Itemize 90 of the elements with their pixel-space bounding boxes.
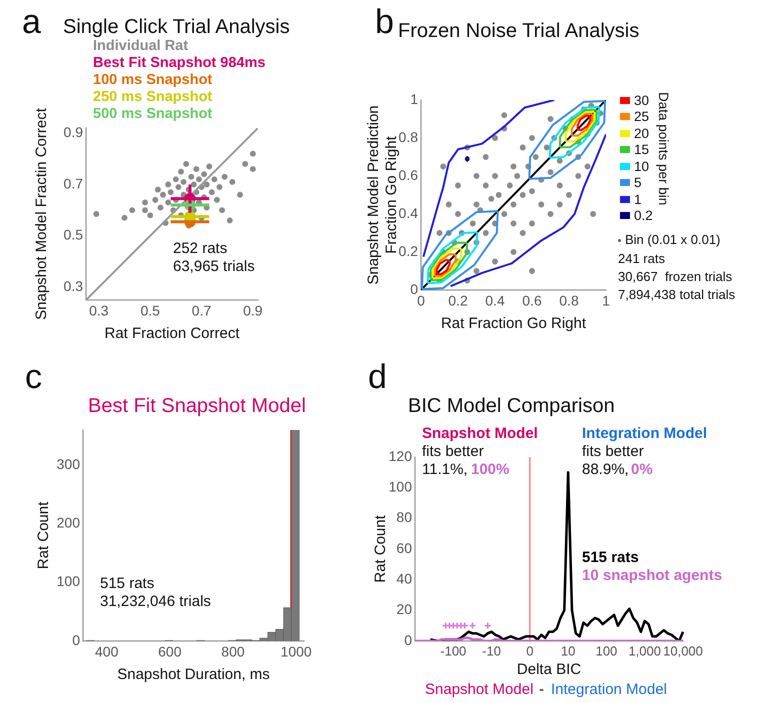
text: d: [368, 357, 387, 398]
legend-title: Data points per bin: [656, 92, 671, 206]
x-tick-label: 600: [158, 643, 182, 660]
y-tick-label: 120: [388, 448, 412, 464]
chart-title: Best Fit Snapshot Model: [88, 395, 306, 418]
text: 250 ms Snapshot: [93, 89, 214, 106]
text: a: [22, 2, 41, 43]
x-tick-label: 0.2: [448, 292, 468, 308]
y-tick-label: 1: [410, 90, 418, 107]
y-tick-label: 0: [404, 632, 412, 648]
x-tick-label: 0.6: [522, 292, 542, 308]
annotation: 11.1%,: [422, 461, 468, 479]
annotation: 0%: [631, 461, 653, 479]
x-tick-label: 0.9: [243, 302, 263, 318]
x-tick-label: 0.3: [89, 302, 109, 318]
legend-label: 10: [633, 158, 650, 174]
x-tick-label: 0.4: [485, 292, 505, 308]
text: Integration Model: [551, 681, 667, 699]
y-tick-label: 200: [56, 514, 80, 531]
y-tick-label: 0: [410, 280, 418, 297]
y-tick-label: 0.2: [398, 242, 418, 259]
text: 241 rats: [618, 251, 665, 267]
text: b: [375, 2, 394, 43]
y-axis-title: Snapshot Model Prediction Fraction Go Right: [365, 105, 400, 285]
text: Snapshot Model: [425, 681, 534, 699]
y-axis-title: Snapshot Model Fractin Correct: [33, 107, 50, 320]
text: 30,667 frozen trials: [618, 269, 732, 285]
y-tick-label: 0.6: [398, 166, 418, 183]
annotation: 88.9%,: [582, 461, 629, 479]
x-tick-label: 800: [221, 643, 245, 660]
x-axis-title: Rat Fraction Correct: [104, 325, 240, 342]
text: 10 snapshot agents: [582, 567, 722, 584]
y-tick-label: 60: [396, 540, 412, 556]
y-tick-label: 0.8: [398, 128, 418, 145]
x-tick-label: 0.7: [192, 302, 212, 318]
legend-label: 1: [633, 191, 643, 208]
x-tick-label: 10: [560, 643, 576, 658]
y-tick-label: 0.9: [64, 124, 84, 140]
legend-label: 25: [633, 108, 650, 125]
y-tick-label: 0: [72, 632, 80, 648]
y-axis-title: Rat Count: [35, 500, 52, 570]
y-tick-label: 20: [396, 601, 412, 618]
x-tick-label: 1000: [280, 643, 312, 660]
y-tick-label: 40: [396, 570, 412, 587]
x-tick-label: -10: [482, 643, 501, 658]
y-axis-title: Rat Count: [372, 514, 390, 583]
y-tick-label: 0.7: [64, 175, 84, 192]
chart-title: Frozen Noise Trial Analysis: [398, 20, 640, 43]
x-tick-label: 1,000: [628, 643, 661, 658]
legend-label: 20: [633, 125, 650, 142]
y-tick-label: 100: [56, 573, 80, 590]
x-tick-label: 0.8: [559, 292, 579, 308]
legend-label: 0.2: [633, 208, 653, 224]
legend-label: 30: [633, 92, 650, 108]
x-tick-label: 0: [526, 643, 534, 658]
x-tick-label: 0.5: [140, 302, 160, 318]
y-tick-label: 0.4: [398, 204, 418, 221]
text: Snapshot Model: [422, 425, 538, 443]
x-tick-label: 100: [596, 643, 618, 658]
text: 7,894,438 total trials: [618, 287, 736, 303]
x-tick-label: 400: [95, 643, 119, 660]
text: Bin (0.01 x 0.01): [625, 232, 720, 248]
text: -: [539, 681, 544, 699]
x-axis-title: Rat Fraction Go Right: [440, 315, 587, 332]
annotation: 515 rats 31,232,046 trials: [100, 575, 211, 611]
annotation: fits better: [582, 443, 644, 461]
x-tick-label: 10,000: [663, 643, 703, 658]
text: Integration Model: [582, 425, 707, 443]
y-tick-label: 80: [396, 509, 412, 526]
text: 100 ms Snapshot: [93, 72, 214, 89]
y-tick-label: 300: [56, 456, 80, 472]
annotation: 252 rats 63,965 trials: [173, 240, 255, 276]
chart-title: BIC Model Comparison: [408, 395, 615, 418]
y-tick-label: 0.3: [64, 278, 84, 294]
text: Best Fit Snapshot 984ms: [93, 55, 266, 72]
y-tick-label: 100: [388, 478, 412, 495]
series-label: 515 rats: [582, 549, 639, 566]
legend-label: 5: [633, 174, 643, 191]
x-tick-label: 1: [602, 292, 610, 308]
annotation: 100%: [471, 461, 510, 479]
x-axis-title: Snapshot Duration, ms: [117, 666, 270, 684]
x-tick-label: -100: [440, 643, 466, 658]
annotation: fits better: [422, 443, 484, 461]
text: Individual Rat: [93, 38, 190, 55]
y-tick-label: 0.5: [64, 226, 84, 243]
x-axis-title: Delta BIC: [516, 661, 582, 678]
text: c: [25, 357, 42, 398]
chart-title: Single Click Trial Analysis: [63, 16, 290, 39]
legend-label: 15: [633, 142, 650, 158]
text: 500 ms Snapshot: [93, 106, 214, 123]
